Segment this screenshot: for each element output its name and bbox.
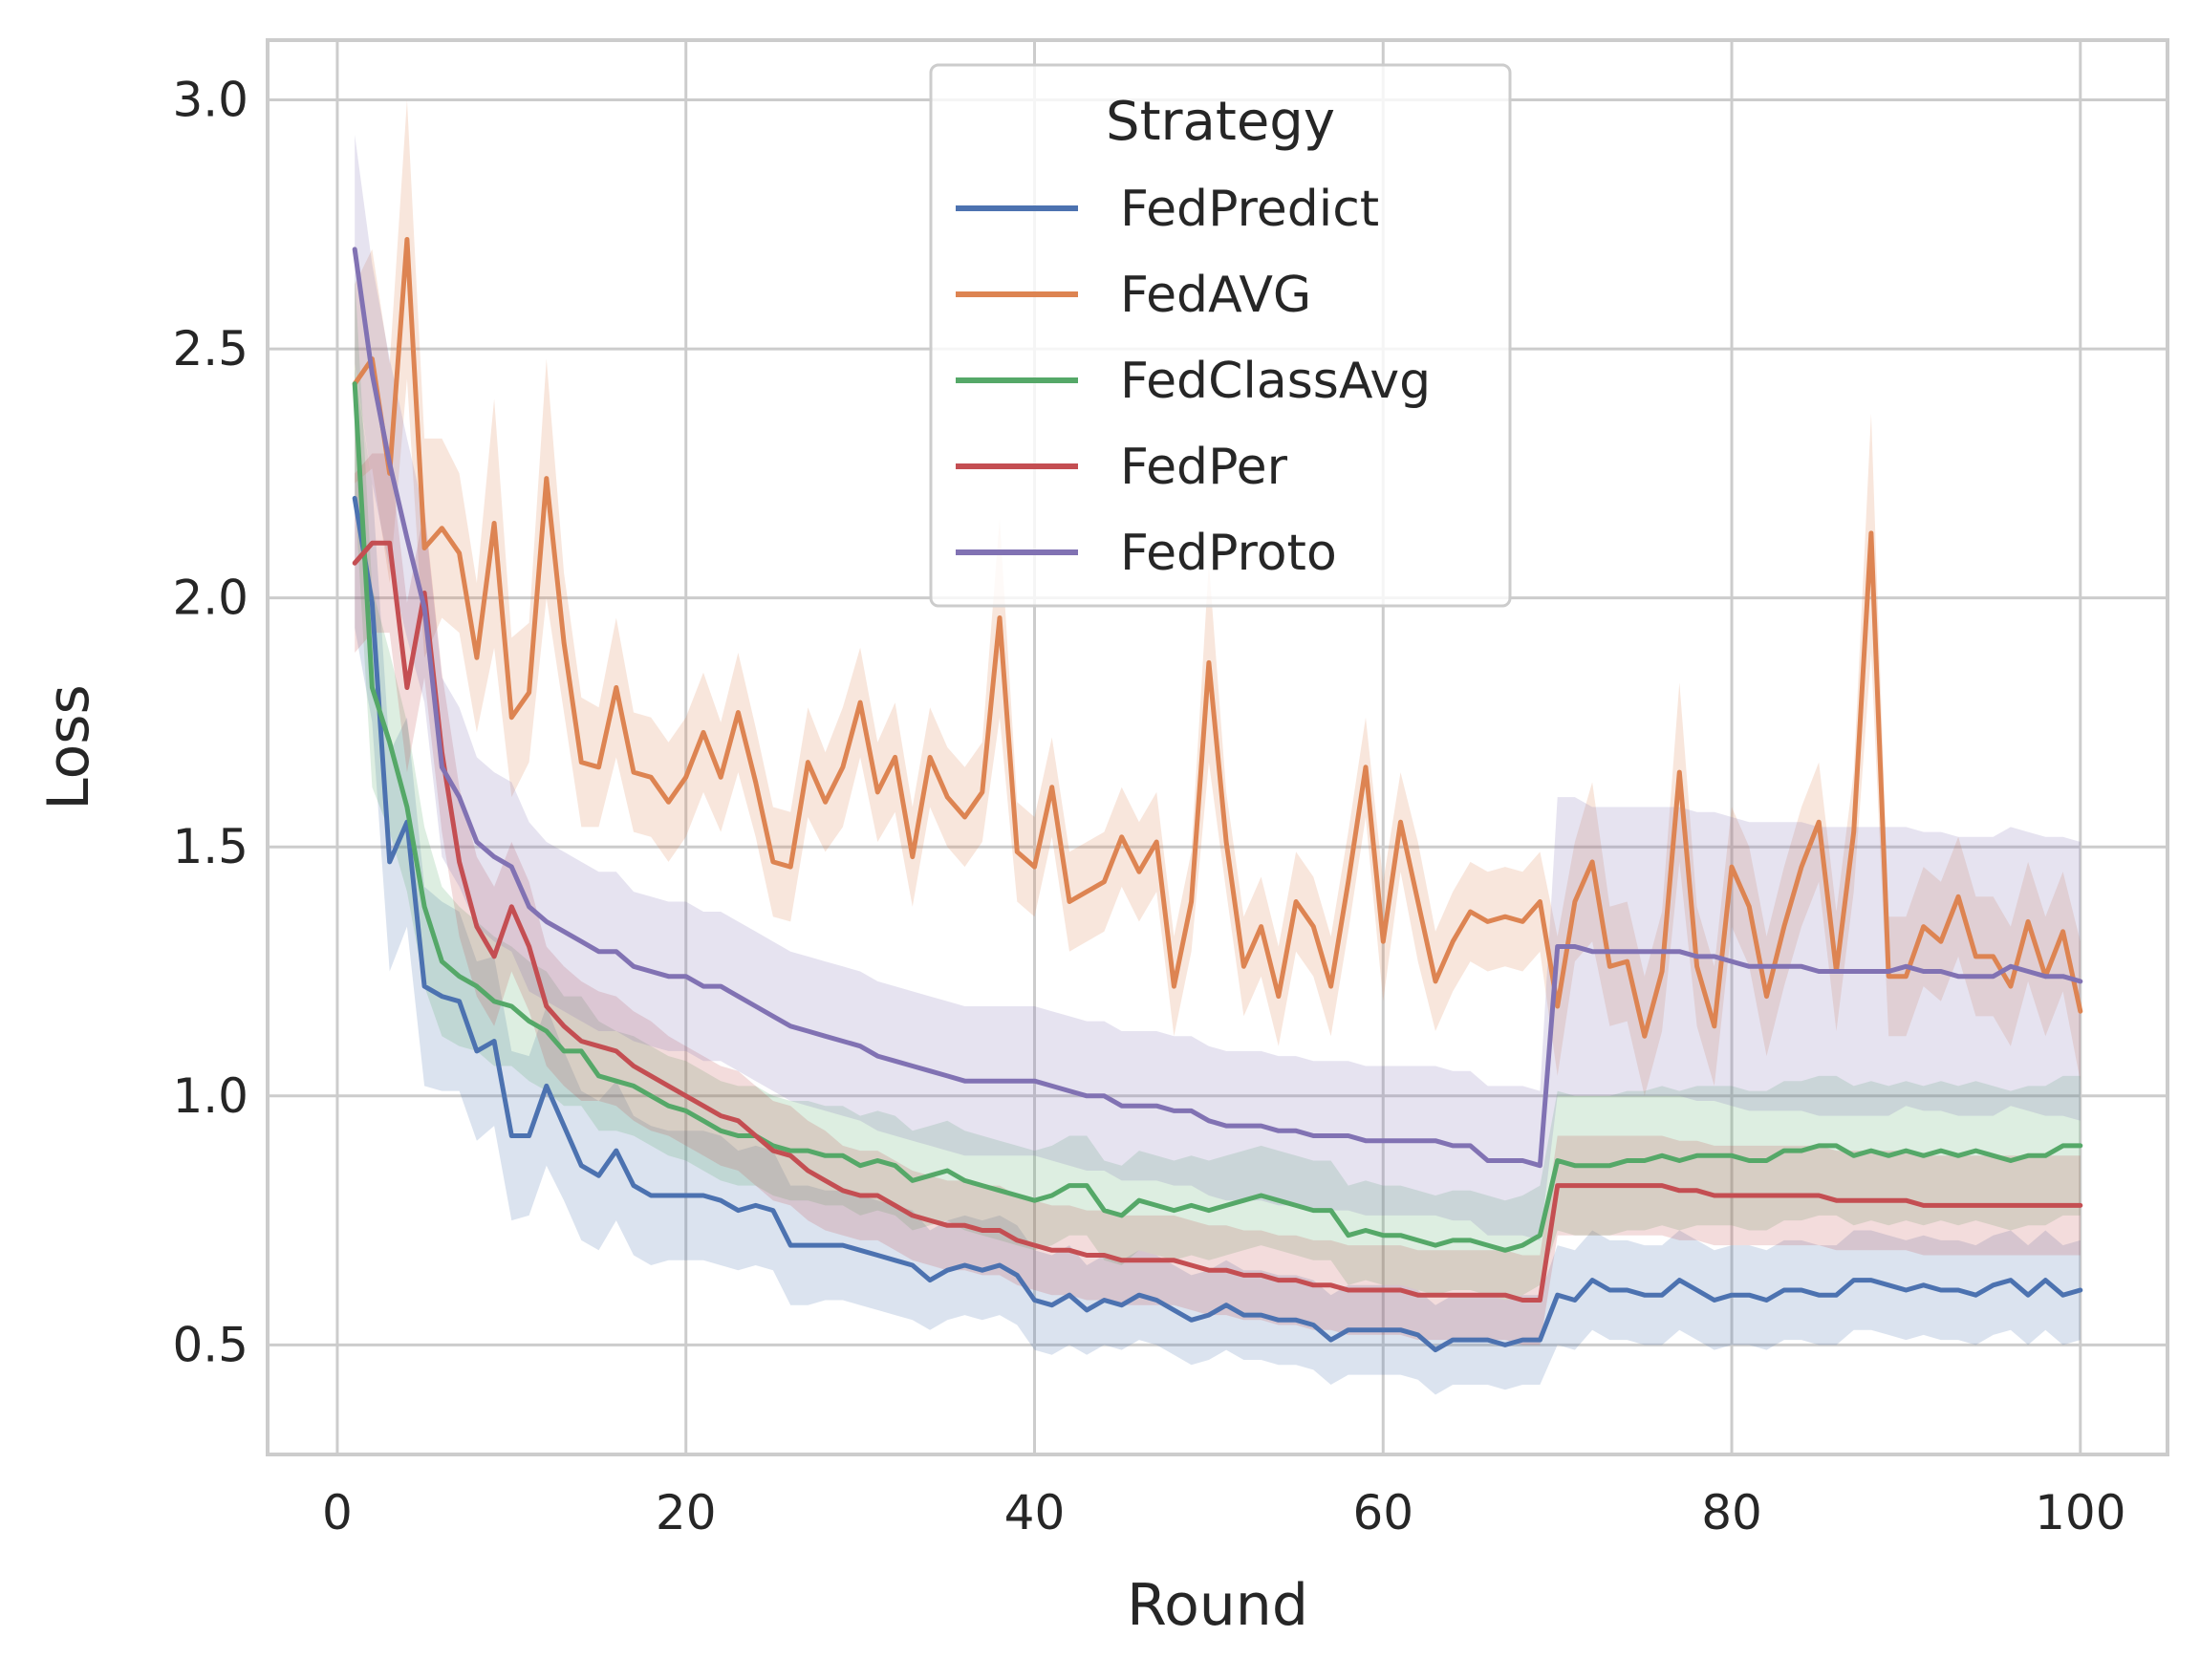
y-tick-label: 3.0	[172, 73, 248, 128]
legend-label-fedclassavg: FedClassAvg	[1120, 353, 1431, 410]
legend: Strategy FedPredictFedAVGFedClassAvgFedP…	[929, 63, 1512, 608]
x-tick-label: 20	[656, 1485, 717, 1540]
x-tick-labels: 0 20 40 60 80 100	[322, 1485, 2125, 1540]
legend-label-fedper: FedPer	[1120, 439, 1288, 496]
legend-title: Strategy	[1106, 91, 1335, 153]
fedavg-confidence-band	[355, 99, 2081, 1096]
y-tick-label: 2.0	[172, 571, 248, 626]
plot-frame	[266, 38, 2169, 1456]
y-tick-label: 1.0	[172, 1068, 248, 1124]
fedclassavg-line	[352, 381, 2083, 1253]
fedper-confidence-band	[355, 453, 2081, 1346]
x-tick-label: 0	[322, 1485, 353, 1540]
legend-label-fedproto: FedProto	[1120, 525, 1337, 582]
y-axis-label: Loss	[35, 684, 102, 810]
fedclassavg-confidence-band	[355, 273, 2081, 1301]
x-axis-label: Round	[1127, 1572, 1308, 1639]
fedavg-line	[352, 237, 2083, 1039]
legend-label-fedpredict: FedPredict	[1120, 181, 1379, 238]
legend-box	[929, 63, 1512, 608]
x-tick-label: 60	[1352, 1485, 1413, 1540]
y-tick-label: 0.5	[172, 1317, 248, 1372]
fedproto-line	[352, 247, 2083, 1169]
x-tick-label: 80	[1701, 1485, 1762, 1540]
legend-entries: FedPredict FedAVG FedClassAvg FedPer FedProt…	[956, 181, 1431, 582]
fedper-line	[352, 540, 2083, 1303]
y-tick-labels: 0.5 1.0 1.5 2.0 2.5 3.0	[172, 73, 248, 1373]
series-lines	[352, 237, 2083, 1353]
y-tick-label: 2.5	[172, 321, 248, 377]
x-tick-label: 100	[2035, 1485, 2125, 1540]
x-tick-label: 40	[1004, 1485, 1066, 1540]
y-tick-label: 1.5	[172, 819, 248, 874]
fedproto-confidence-band	[355, 135, 2081, 1240]
legend-label-fedavg: FedAVG	[1120, 267, 1311, 324]
confidence-bands	[355, 99, 2081, 1395]
fedpredict-line	[352, 495, 2083, 1353]
fedpredict-confidence-band	[355, 368, 2081, 1395]
